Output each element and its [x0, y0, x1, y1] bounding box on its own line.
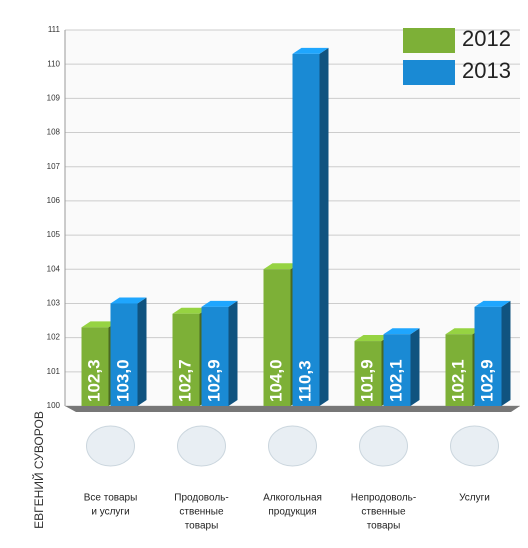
- category-icon: [178, 426, 226, 466]
- value-label: 103,0: [113, 359, 132, 402]
- x-tick-label: ственные: [361, 507, 406, 518]
- x-tick-label: и услуги: [91, 507, 129, 518]
- y-tick-label: 111: [48, 25, 61, 34]
- y-tick-label: 108: [47, 128, 61, 137]
- y-tick-label: 103: [47, 299, 61, 308]
- value-label: 102,9: [204, 359, 223, 402]
- legend-label: 2012: [462, 26, 511, 51]
- bar-side: [138, 297, 147, 406]
- value-label: 102,9: [477, 359, 496, 402]
- floor: [65, 406, 520, 412]
- x-tick-label: ственные: [179, 507, 224, 518]
- bar: [293, 54, 320, 406]
- x-tick-label: Продоволь-: [174, 493, 228, 504]
- y-tick-label: 110: [47, 59, 60, 68]
- y-tick-label: 100: [47, 401, 61, 410]
- y-tick-label: 101: [47, 367, 61, 376]
- value-label: 101,9: [357, 359, 376, 402]
- category-icon: [87, 426, 135, 466]
- bar-side: [320, 48, 329, 406]
- legend-swatch: [403, 60, 455, 85]
- bar-side: [229, 301, 238, 406]
- y-tick-label: 102: [47, 333, 61, 342]
- y-tick-label: 104: [47, 264, 61, 273]
- x-tick-label: товары: [185, 521, 219, 532]
- value-label: 102,3: [84, 359, 103, 402]
- x-tick-label: Алкогольная: [263, 493, 322, 504]
- y-tick-label: 105: [47, 230, 61, 239]
- y-tick-label: 109: [47, 93, 61, 102]
- x-tick-label: Непродоволь-: [351, 493, 416, 504]
- bar-side: [411, 328, 420, 406]
- value-label: 102,1: [448, 359, 467, 402]
- category-icon: [451, 426, 499, 466]
- value-label: 102,1: [386, 359, 405, 402]
- x-tick-label: товары: [367, 521, 401, 532]
- x-tick-label: продукция: [268, 507, 316, 518]
- bar-side: [502, 301, 511, 406]
- legend-label: 2013: [462, 58, 511, 83]
- category-icon: [360, 426, 408, 466]
- value-label: 104,0: [266, 359, 285, 402]
- value-label: 102,7: [175, 359, 194, 402]
- category-icon: [269, 426, 317, 466]
- x-tick-label: Услуги: [459, 493, 490, 504]
- value-label: 110,3: [295, 360, 314, 402]
- y-tick-label: 107: [47, 162, 61, 171]
- legend-swatch: [403, 28, 455, 53]
- y-tick-label: 106: [47, 196, 61, 205]
- chart: ЕВГЕНИЙ СУВОРОВ 100 101 102 103 104 105 106 107…: [0, 0, 528, 548]
- credit: ЕВГЕНИЙ СУВОРОВ: [31, 411, 46, 529]
- x-tick-label: Все товары: [84, 493, 138, 504]
